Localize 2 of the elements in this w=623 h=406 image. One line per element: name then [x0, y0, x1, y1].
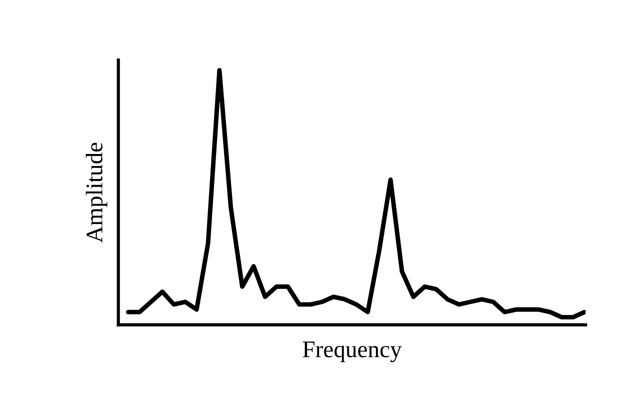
x-axis-title: Frequency — [302, 342, 402, 362]
y-axis-title: Amplitude — [86, 142, 108, 243]
